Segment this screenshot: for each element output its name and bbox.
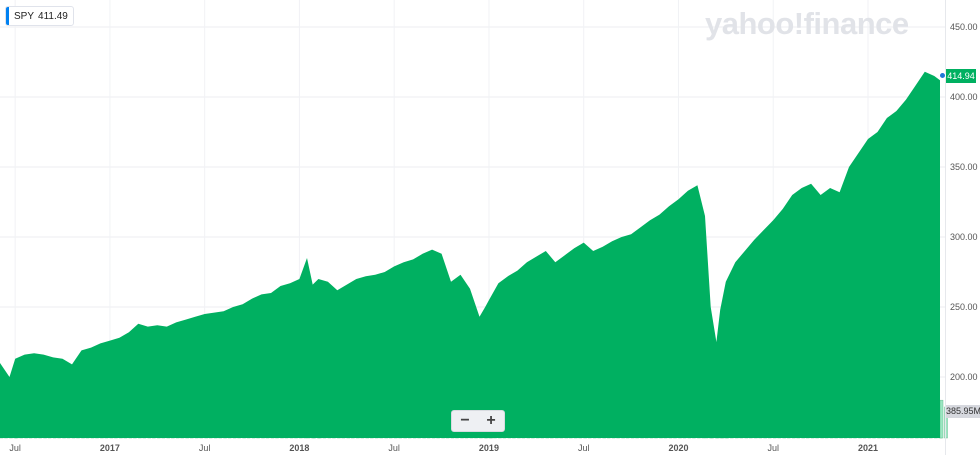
- price-area-series: [0, 71, 940, 439]
- volume-bar: [939, 399, 944, 439]
- legend-value: 411.49: [38, 10, 68, 22]
- x-tick-label: Jul: [199, 443, 211, 453]
- series-legend[interactable]: SPY 411.49: [5, 6, 74, 26]
- x-tick-label: 2018: [289, 443, 309, 453]
- x-axis-tick-labels: Jul 2017 Jul 2018 Jul 2019 Jul 2020 Jul 2021: [9, 443, 878, 453]
- price-axis-divider: [945, 0, 946, 455]
- x-tick-label: Jul: [9, 443, 21, 453]
- zoom-out-button[interactable]: −: [460, 412, 470, 429]
- last-price-label: 414.94: [946, 69, 976, 83]
- y-tick-label: 450.00: [950, 22, 978, 32]
- zoom-controls: − +: [451, 410, 505, 432]
- x-tick-label: 2020: [668, 443, 688, 453]
- y-tick-label: 250.00: [950, 302, 978, 312]
- last-price-dot: [939, 72, 946, 79]
- x-tick-label: Jul: [578, 443, 590, 453]
- y-tick-label: 350.00: [950, 162, 978, 172]
- series-color-swatch: [6, 7, 9, 25]
- y-tick-label: 400.00: [950, 92, 978, 102]
- y-tick-label: 200.00: [950, 372, 978, 382]
- y-axis-tick-labels: 200.00 250.00 300.00 350.00 400.00 450.00: [950, 22, 978, 382]
- y-tick-label: 300.00: [950, 232, 978, 242]
- x-tick-label: 2021: [858, 443, 878, 453]
- x-tick-label: Jul: [767, 443, 779, 453]
- x-tick-label: 2019: [479, 443, 499, 453]
- zoom-in-button[interactable]: +: [486, 412, 496, 429]
- volume-label: 385.95M: [946, 405, 980, 418]
- x-tick-label: 2017: [100, 443, 120, 453]
- yahoo-finance-logo: yahoo!finance: [705, 6, 909, 41]
- legend-symbol: SPY: [14, 10, 35, 22]
- x-tick-label: Jul: [388, 443, 400, 453]
